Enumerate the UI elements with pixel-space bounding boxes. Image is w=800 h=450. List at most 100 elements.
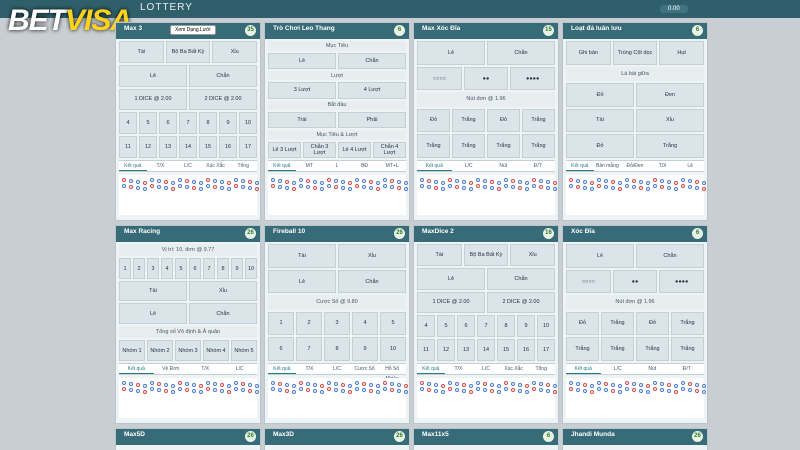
bet-option[interactable]: 8 — [324, 337, 350, 361]
bet-option[interactable]: Chẵn — [338, 269, 406, 294]
result-tab[interactable]: Kết quả — [566, 364, 601, 374]
bet-option[interactable]: Trắng — [452, 108, 485, 133]
bet-option[interactable]: 7 — [296, 337, 322, 361]
game-panel[interactable]: Fireball 10 26 Tài Xỉu Lẻ Chẵn Cược Số @ 9.80 1… — [264, 225, 410, 424]
bet-option[interactable]: 16 — [517, 339, 535, 361]
result-tab[interactable]: T/X — [454, 365, 463, 372]
game-panel[interactable]: Xóc Đĩa 6 Lẻ Chẵn ○○○○ ●● ●●●● Nút đơn @ 1.96 Đỏ… — [562, 225, 708, 424]
result-tab[interactable]: MT — [305, 163, 313, 169]
result-tab[interactable]: Lẻ — [687, 162, 693, 169]
bet-option[interactable]: Chẵn — [487, 41, 555, 65]
bet-option[interactable]: 5 — [380, 311, 406, 336]
bet-option[interactable]: Trắng — [671, 337, 704, 361]
result-tab[interactable]: Nút — [499, 162, 508, 169]
bet-option[interactable]: 6 — [268, 337, 294, 361]
bet-option[interactable]: Chẵn — [338, 52, 406, 69]
bet-option[interactable]: Lẻ — [119, 303, 187, 325]
result-tab[interactable]: Tổng — [237, 162, 249, 169]
result-tab[interactable]: Đ/T — [533, 162, 542, 169]
result-tab[interactable]: MT+L — [385, 163, 399, 169]
bet-option[interactable]: Bộ Ba Bất Kỳ — [165, 41, 211, 63]
bet-option[interactable]: 10 — [380, 337, 406, 361]
bet-option[interactable]: 5 — [175, 258, 187, 279]
result-tab[interactable]: Kết quả — [417, 364, 445, 374]
bet-option[interactable]: Chẵn — [189, 64, 257, 87]
result-tab[interactable]: Xúc Xắc — [504, 365, 523, 372]
result-tab[interactable]: Tổng — [535, 365, 547, 372]
bet-option[interactable]: Tài — [566, 108, 634, 133]
bet-option[interactable]: Tài — [268, 244, 336, 268]
bet-option[interactable]: ●●●● — [510, 66, 556, 91]
bet-option[interactable]: Trắng — [636, 337, 669, 361]
bet-option[interactable]: 4 — [417, 315, 435, 338]
bet-option[interactable]: 15 — [199, 136, 217, 158]
bet-option[interactable]: Phải — [338, 112, 406, 129]
game-panel[interactable]: Jhandi Munda 26 — [562, 428, 708, 450]
bet-option[interactable]: 7 — [203, 258, 215, 279]
bet-option[interactable]: 7 — [179, 112, 197, 135]
bet-option[interactable]: Bộ Ba Bất Kỳ — [463, 244, 509, 266]
bet-option[interactable]: Đỏ — [566, 311, 599, 336]
bet-option[interactable]: 9 — [231, 258, 243, 279]
bet-option[interactable]: 1 — [119, 258, 131, 279]
bet-option[interactable]: 9 — [352, 337, 378, 361]
result-tab[interactable]: T/X — [156, 162, 165, 169]
bet-option[interactable]: 4 — [161, 258, 173, 279]
bet-option[interactable]: Trắng — [522, 108, 555, 133]
bet-option[interactable]: 7 — [477, 315, 495, 338]
bet-option[interactable]: Trúng Cột dọc — [612, 41, 658, 65]
bet-option[interactable]: Lẻ — [417, 41, 485, 65]
bet-option[interactable]: Xỉu — [510, 244, 556, 266]
bet-option[interactable]: Lẻ 4 Lượt — [338, 141, 371, 158]
bet-option[interactable]: Chẵn — [636, 244, 704, 268]
result-tab[interactable]: L/C — [613, 365, 622, 372]
bet-option[interactable]: 16 — [219, 136, 237, 158]
bet-option[interactable]: 11 — [417, 339, 435, 361]
bet-option[interactable]: 3 Lượt — [268, 82, 336, 99]
result-tab[interactable]: Kết quả — [119, 161, 147, 171]
bet-option[interactable]: 10 — [537, 315, 555, 338]
result-tab[interactable]: Đ/T — [682, 365, 691, 372]
bet-option[interactable]: Lẻ 3 Lượt — [268, 141, 301, 158]
bet-option[interactable]: Trắng — [487, 134, 520, 158]
bet-option[interactable]: Đỏ — [566, 134, 634, 158]
bet-option[interactable]: Trắng — [417, 134, 450, 158]
bet-option[interactable]: Nhóm 1 — [119, 340, 145, 361]
game-panel[interactable]: Max 3 35 Tài Bộ Ba Bất Kỳ Xỉu Lẻ Chẵn 1 DICE @ … — [115, 22, 261, 221]
result-tab[interactable]: Kết quả — [417, 161, 452, 171]
bet-option[interactable]: 2 DICE @ 2.00 — [487, 291, 555, 314]
bet-option[interactable]: Nhóm 5 — [231, 340, 257, 361]
bet-option[interactable]: 3 — [147, 258, 159, 279]
bet-option[interactable]: 8 — [217, 258, 229, 279]
result-tab[interactable]: L/C — [464, 162, 473, 169]
bet-option[interactable]: 4 — [352, 311, 378, 336]
bet-option[interactable]: Chẵn 4 Lượt — [373, 141, 406, 158]
bet-option[interactable]: ●● — [612, 269, 658, 294]
bet-option[interactable]: 13 — [457, 339, 475, 361]
game-panel[interactable]: Max5D 26 — [115, 428, 261, 450]
bet-option[interactable]: Đen — [636, 82, 704, 107]
bet-option[interactable]: 17 — [537, 339, 555, 361]
result-tab[interactable]: L/C — [482, 365, 490, 372]
bet-option[interactable]: Tài — [119, 41, 164, 63]
bet-option[interactable]: Chẵn 3 Lượt — [303, 141, 336, 158]
bet-option[interactable]: 10 — [239, 112, 257, 135]
result-tab[interactable]: T/X — [201, 365, 210, 372]
result-tab[interactable]: Hỗ Số Nhiều — [385, 365, 400, 382]
bet-option[interactable]: 5 — [139, 112, 157, 135]
bet-option[interactable]: 5 — [437, 315, 455, 338]
result-tab[interactable]: L/C — [333, 365, 341, 372]
bet-option[interactable]: Lẻ — [566, 244, 634, 268]
bet-option[interactable]: Lẻ — [268, 52, 336, 69]
bet-option[interactable]: 12 — [139, 136, 157, 158]
bet-option[interactable]: 6 — [159, 112, 177, 135]
bet-option[interactable]: 14 — [477, 339, 495, 361]
bet-option[interactable]: Lẻ — [268, 269, 336, 294]
bet-option[interactable]: ●●●● — [659, 269, 705, 294]
bet-option[interactable]: Tài — [417, 244, 462, 266]
bet-option[interactable]: 12 — [437, 339, 455, 361]
game-panel[interactable]: Max Racing 26 Vị trí: 10, đơn @ 9.77 1 2 3 4 5 6… — [115, 225, 261, 424]
bet-option[interactable]: 9 — [517, 315, 535, 338]
result-tab[interactable]: Kết quả — [566, 161, 594, 171]
bet-option[interactable]: 11 — [119, 136, 137, 158]
